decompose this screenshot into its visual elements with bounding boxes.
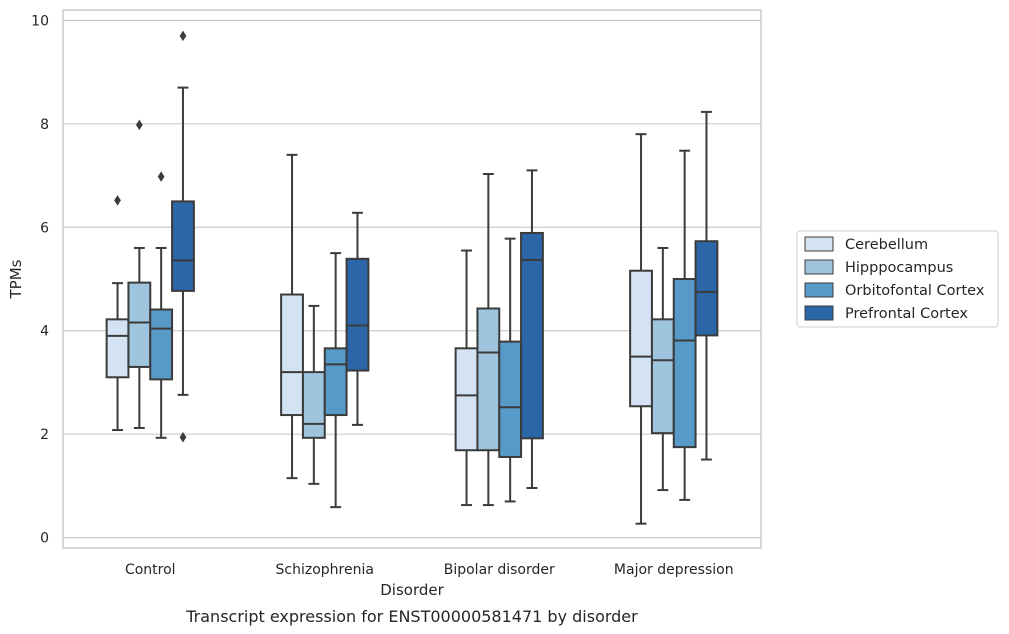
box-body <box>280 293 304 417</box>
box-body <box>149 308 174 381</box>
box-body <box>650 318 675 435</box>
figure-caption: Transcript expression for ENST0000058147… <box>185 607 638 626</box>
legend-label-prefrontal-cortex: Prefrontal Cortex <box>845 306 968 322</box>
box-schizophrenia-prefrontal-cortex <box>345 211 370 426</box>
y-tick-label-0: 0 <box>40 531 49 547</box>
outlier-point-0 <box>135 119 143 131</box>
box-body <box>498 340 523 458</box>
x-tick-label-bipolar-disorder: Bipolar disorder <box>444 562 555 578</box>
box-body <box>105 318 130 379</box>
box-body <box>454 347 479 452</box>
box-bipolar-disorder-orbitofontal-cortex <box>498 237 523 503</box>
box-body <box>672 278 697 449</box>
gridlines <box>63 19 761 539</box>
box-body <box>476 307 501 452</box>
legend-frame <box>796 230 999 328</box>
x-tick-label-control: Control <box>125 562 176 578</box>
x-axis-ticks: Control Schizophrenia Bipolar disorder Majo… <box>125 562 734 578</box>
box-schizophrenia-cerebellum <box>280 153 304 480</box>
x-axis-label: Disorder <box>380 581 444 599</box>
box-body <box>520 231 544 440</box>
box-bipolar-disorder-hipppocampus <box>476 172 501 507</box>
outlier-point-0 <box>157 171 165 182</box>
box-control-hipppocampus <box>127 119 152 429</box>
legend-swatch-cerebellum <box>804 236 834 252</box>
box-schizophrenia-hipppocampus <box>301 304 326 485</box>
outlier-point-1 <box>179 432 187 443</box>
legend-label-hipppocampus: Hipppocampus <box>845 260 953 276</box>
x-tick-label-schizophrenia: Schizophrenia <box>276 562 374 578</box>
y-tick-label-6: 6 <box>40 220 49 236</box>
y-tick-label-4: 4 <box>40 324 49 340</box>
box-control-cerebellum <box>105 195 130 432</box>
legend-swatch-hipppocampus <box>804 259 834 275</box>
box-body <box>694 240 719 337</box>
legend-swatch-prefrontal-cortex <box>804 305 834 321</box>
legend: Cerebellum Hipppocampus Orbitofontal Corte… <box>796 230 999 328</box>
box-bipolar-disorder-prefrontal-cortex <box>520 169 544 489</box>
y-axis-label: TPMs <box>7 259 25 299</box>
y-tick-label-2: 2 <box>40 427 49 443</box>
y-axis-ticks: 0 2 4 6 8 10 <box>31 13 49 546</box>
x-tick-label-major-depression: Major depression <box>614 562 734 578</box>
box-body <box>171 200 195 292</box>
y-tick-label-10: 10 <box>31 13 49 29</box>
box-control-prefrontal-cortex <box>171 30 195 443</box>
box-major-depression-cerebellum <box>629 133 653 525</box>
box-body <box>323 347 348 417</box>
y-tick-label-8: 8 <box>40 117 49 133</box>
box-major-depression-hipppocampus <box>650 246 675 492</box>
plot-frame <box>62 9 762 549</box>
box-major-depression-prefrontal-cortex <box>694 110 719 461</box>
box-plot-area <box>105 30 719 525</box>
legend-swatch-orbitofontal-cortex <box>804 282 834 298</box>
box-body <box>301 371 326 439</box>
legend-label-cerebellum: Cerebellum <box>845 237 928 253</box>
box-body <box>345 257 370 372</box>
box-bipolar-disorder-cerebellum <box>454 249 479 507</box>
box-control-orbitofontal-cortex <box>149 171 174 439</box>
outlier-point-0 <box>114 195 121 206</box>
box-body <box>629 269 653 408</box>
box-schizophrenia-orbitofontal-cortex <box>323 252 348 509</box>
legend-label-orbitofontal-cortex: Orbitofontal Cortex <box>845 283 985 299</box>
box-major-depression-orbitofontal-cortex <box>672 149 697 501</box>
box-body <box>127 281 152 368</box>
outlier-point-0 <box>179 30 187 42</box>
